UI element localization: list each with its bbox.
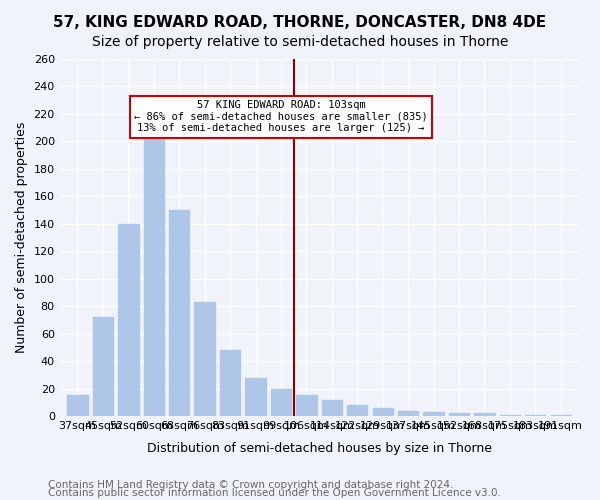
- Bar: [474, 414, 494, 416]
- Bar: [424, 412, 444, 416]
- Bar: [194, 302, 215, 416]
- Bar: [322, 400, 342, 416]
- Text: Size of property relative to semi-detached houses in Thorne: Size of property relative to semi-detach…: [92, 35, 508, 49]
- Text: 57 KING EDWARD ROAD: 103sqm
← 86% of semi-detached houses are smaller (835)
13% : 57 KING EDWARD ROAD: 103sqm ← 86% of sem…: [134, 100, 428, 134]
- Bar: [169, 210, 190, 416]
- Text: Contains HM Land Registry data © Crown copyright and database right 2024.: Contains HM Land Registry data © Crown c…: [48, 480, 454, 490]
- Bar: [296, 396, 317, 416]
- Bar: [525, 414, 545, 416]
- Bar: [271, 388, 291, 416]
- Bar: [67, 396, 88, 416]
- Bar: [373, 408, 393, 416]
- Bar: [93, 317, 113, 416]
- Bar: [143, 125, 164, 416]
- Bar: [220, 350, 240, 416]
- Bar: [500, 414, 520, 416]
- Bar: [118, 224, 139, 416]
- Bar: [449, 414, 469, 416]
- Bar: [551, 414, 571, 416]
- Bar: [398, 410, 418, 416]
- Bar: [245, 378, 266, 416]
- Text: 57, KING EDWARD ROAD, THORNE, DONCASTER, DN8 4DE: 57, KING EDWARD ROAD, THORNE, DONCASTER,…: [53, 15, 547, 30]
- X-axis label: Distribution of semi-detached houses by size in Thorne: Distribution of semi-detached houses by …: [146, 442, 491, 455]
- Text: Contains public sector information licensed under the Open Government Licence v3: Contains public sector information licen…: [48, 488, 501, 498]
- Bar: [347, 405, 367, 416]
- Y-axis label: Number of semi-detached properties: Number of semi-detached properties: [15, 122, 28, 353]
